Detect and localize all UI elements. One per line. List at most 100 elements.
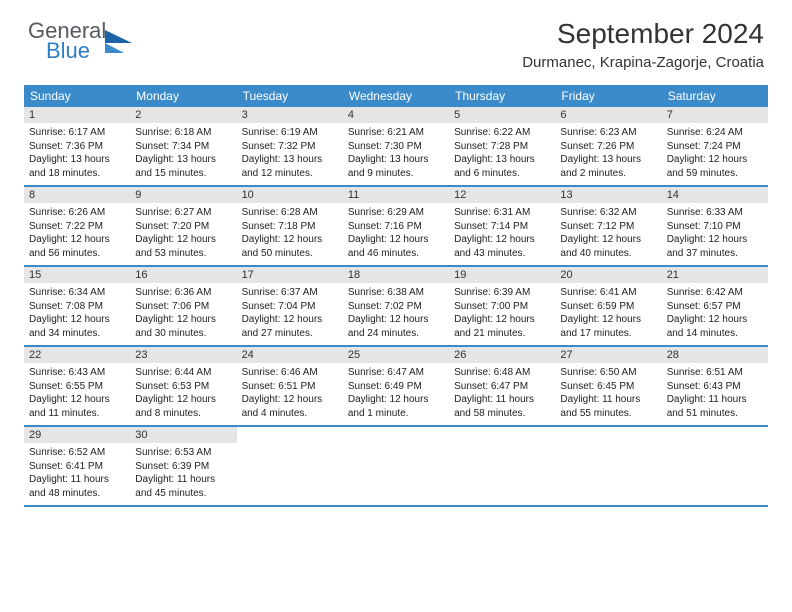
day-number: 21	[662, 267, 768, 283]
day-cell: 26Sunrise: 6:48 AMSunset: 6:47 PMDayligh…	[449, 347, 555, 425]
location: Durmanec, Krapina-Zagorje, Croatia	[522, 54, 764, 71]
day-number: 16	[130, 267, 236, 283]
day-details: Sunrise: 6:38 AMSunset: 7:02 PMDaylight:…	[343, 283, 449, 343]
day-number: 7	[662, 107, 768, 123]
day-number: 26	[449, 347, 555, 363]
week-row: 29Sunrise: 6:52 AMSunset: 6:41 PMDayligh…	[24, 427, 768, 507]
logo: General Blue	[28, 18, 134, 64]
day-details: Sunrise: 6:39 AMSunset: 7:00 PMDaylight:…	[449, 283, 555, 343]
month-title: September 2024	[522, 18, 764, 50]
weekday-header: Friday	[555, 85, 661, 107]
day-cell: 23Sunrise: 6:44 AMSunset: 6:53 PMDayligh…	[130, 347, 236, 425]
day-number: 15	[24, 267, 130, 283]
day-details: Sunrise: 6:47 AMSunset: 6:49 PMDaylight:…	[343, 363, 449, 423]
logo-flag-icon	[104, 29, 134, 55]
day-cell: 19Sunrise: 6:39 AMSunset: 7:00 PMDayligh…	[449, 267, 555, 345]
day-cell-empty	[237, 427, 343, 505]
day-cell: 6Sunrise: 6:23 AMSunset: 7:26 PMDaylight…	[555, 107, 661, 185]
day-number: 27	[555, 347, 661, 363]
day-cell: 11Sunrise: 6:29 AMSunset: 7:16 PMDayligh…	[343, 187, 449, 265]
day-details: Sunrise: 6:42 AMSunset: 6:57 PMDaylight:…	[662, 283, 768, 343]
day-cell: 29Sunrise: 6:52 AMSunset: 6:41 PMDayligh…	[24, 427, 130, 505]
day-details: Sunrise: 6:51 AMSunset: 6:43 PMDaylight:…	[662, 363, 768, 423]
day-details: Sunrise: 6:53 AMSunset: 6:39 PMDaylight:…	[130, 443, 236, 503]
day-number: 5	[449, 107, 555, 123]
day-details: Sunrise: 6:50 AMSunset: 6:45 PMDaylight:…	[555, 363, 661, 423]
day-details: Sunrise: 6:29 AMSunset: 7:16 PMDaylight:…	[343, 203, 449, 263]
day-details: Sunrise: 6:34 AMSunset: 7:08 PMDaylight:…	[24, 283, 130, 343]
day-cell-empty	[449, 427, 555, 505]
day-details: Sunrise: 6:22 AMSunset: 7:28 PMDaylight:…	[449, 123, 555, 183]
day-number: 10	[237, 187, 343, 203]
day-details: Sunrise: 6:19 AMSunset: 7:32 PMDaylight:…	[237, 123, 343, 183]
weekday-header-row: SundayMondayTuesdayWednesdayThursdayFrid…	[24, 85, 768, 107]
day-cell: 12Sunrise: 6:31 AMSunset: 7:14 PMDayligh…	[449, 187, 555, 265]
day-details: Sunrise: 6:26 AMSunset: 7:22 PMDaylight:…	[24, 203, 130, 263]
day-number: 17	[237, 267, 343, 283]
day-cell-empty	[662, 427, 768, 505]
day-details: Sunrise: 6:46 AMSunset: 6:51 PMDaylight:…	[237, 363, 343, 423]
day-cell: 15Sunrise: 6:34 AMSunset: 7:08 PMDayligh…	[24, 267, 130, 345]
day-details: Sunrise: 6:27 AMSunset: 7:20 PMDaylight:…	[130, 203, 236, 263]
day-number: 8	[24, 187, 130, 203]
day-number: 28	[662, 347, 768, 363]
title-block: September 2024 Durmanec, Krapina-Zagorje…	[522, 18, 764, 71]
day-number: 22	[24, 347, 130, 363]
day-number: 23	[130, 347, 236, 363]
day-cell: 9Sunrise: 6:27 AMSunset: 7:20 PMDaylight…	[130, 187, 236, 265]
day-number: 29	[24, 427, 130, 443]
week-row: 8Sunrise: 6:26 AMSunset: 7:22 PMDaylight…	[24, 187, 768, 267]
day-details: Sunrise: 6:21 AMSunset: 7:30 PMDaylight:…	[343, 123, 449, 183]
day-number: 9	[130, 187, 236, 203]
day-details: Sunrise: 6:33 AMSunset: 7:10 PMDaylight:…	[662, 203, 768, 263]
day-cell: 24Sunrise: 6:46 AMSunset: 6:51 PMDayligh…	[237, 347, 343, 425]
day-number: 12	[449, 187, 555, 203]
day-cell: 25Sunrise: 6:47 AMSunset: 6:49 PMDayligh…	[343, 347, 449, 425]
day-details: Sunrise: 6:44 AMSunset: 6:53 PMDaylight:…	[130, 363, 236, 423]
day-cell: 18Sunrise: 6:38 AMSunset: 7:02 PMDayligh…	[343, 267, 449, 345]
calendar: SundayMondayTuesdayWednesdayThursdayFrid…	[0, 79, 792, 507]
day-number: 4	[343, 107, 449, 123]
day-details: Sunrise: 6:18 AMSunset: 7:34 PMDaylight:…	[130, 123, 236, 183]
day-details: Sunrise: 6:52 AMSunset: 6:41 PMDaylight:…	[24, 443, 130, 503]
day-number: 6	[555, 107, 661, 123]
day-number: 13	[555, 187, 661, 203]
day-details: Sunrise: 6:37 AMSunset: 7:04 PMDaylight:…	[237, 283, 343, 343]
day-cell: 2Sunrise: 6:18 AMSunset: 7:34 PMDaylight…	[130, 107, 236, 185]
day-cell: 30Sunrise: 6:53 AMSunset: 6:39 PMDayligh…	[130, 427, 236, 505]
day-number: 30	[130, 427, 236, 443]
weekday-header: Thursday	[449, 85, 555, 107]
day-cell: 27Sunrise: 6:50 AMSunset: 6:45 PMDayligh…	[555, 347, 661, 425]
day-cell: 8Sunrise: 6:26 AMSunset: 7:22 PMDaylight…	[24, 187, 130, 265]
day-details: Sunrise: 6:24 AMSunset: 7:24 PMDaylight:…	[662, 123, 768, 183]
day-details: Sunrise: 6:32 AMSunset: 7:12 PMDaylight:…	[555, 203, 661, 263]
day-number: 2	[130, 107, 236, 123]
day-cell: 28Sunrise: 6:51 AMSunset: 6:43 PMDayligh…	[662, 347, 768, 425]
weekday-header: Saturday	[662, 85, 768, 107]
day-details: Sunrise: 6:41 AMSunset: 6:59 PMDaylight:…	[555, 283, 661, 343]
day-cell: 17Sunrise: 6:37 AMSunset: 7:04 PMDayligh…	[237, 267, 343, 345]
day-cell: 22Sunrise: 6:43 AMSunset: 6:55 PMDayligh…	[24, 347, 130, 425]
day-number: 1	[24, 107, 130, 123]
day-cell: 7Sunrise: 6:24 AMSunset: 7:24 PMDaylight…	[662, 107, 768, 185]
day-cell: 16Sunrise: 6:36 AMSunset: 7:06 PMDayligh…	[130, 267, 236, 345]
day-number: 18	[343, 267, 449, 283]
day-cell: 3Sunrise: 6:19 AMSunset: 7:32 PMDaylight…	[237, 107, 343, 185]
day-cell: 14Sunrise: 6:33 AMSunset: 7:10 PMDayligh…	[662, 187, 768, 265]
page-header: General Blue September 2024 Durmanec, Kr…	[0, 0, 792, 79]
day-cell: 10Sunrise: 6:28 AMSunset: 7:18 PMDayligh…	[237, 187, 343, 265]
day-number: 24	[237, 347, 343, 363]
week-row: 22Sunrise: 6:43 AMSunset: 6:55 PMDayligh…	[24, 347, 768, 427]
week-row: 1Sunrise: 6:17 AMSunset: 7:36 PMDaylight…	[24, 107, 768, 187]
day-number: 3	[237, 107, 343, 123]
day-details: Sunrise: 6:23 AMSunset: 7:26 PMDaylight:…	[555, 123, 661, 183]
day-number: 25	[343, 347, 449, 363]
week-row: 15Sunrise: 6:34 AMSunset: 7:08 PMDayligh…	[24, 267, 768, 347]
day-cell: 20Sunrise: 6:41 AMSunset: 6:59 PMDayligh…	[555, 267, 661, 345]
day-details: Sunrise: 6:43 AMSunset: 6:55 PMDaylight:…	[24, 363, 130, 423]
day-cell: 5Sunrise: 6:22 AMSunset: 7:28 PMDaylight…	[449, 107, 555, 185]
weekday-header: Sunday	[24, 85, 130, 107]
day-details: Sunrise: 6:17 AMSunset: 7:36 PMDaylight:…	[24, 123, 130, 183]
day-details: Sunrise: 6:36 AMSunset: 7:06 PMDaylight:…	[130, 283, 236, 343]
day-number: 11	[343, 187, 449, 203]
